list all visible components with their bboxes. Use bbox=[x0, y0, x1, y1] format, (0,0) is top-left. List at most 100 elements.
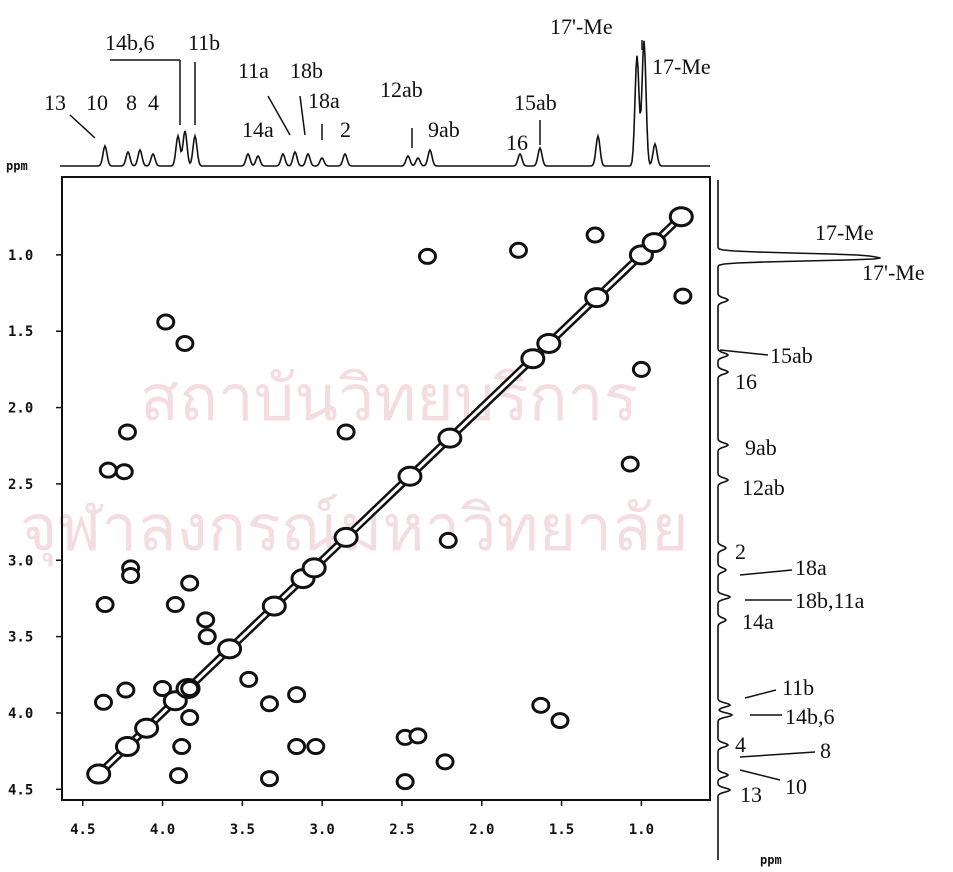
y-tick-label: 1.0 bbox=[8, 248, 33, 264]
diagonal-peak bbox=[397, 465, 423, 487]
diagonal-peak bbox=[86, 763, 112, 785]
diagonal-peak bbox=[641, 232, 667, 254]
cross-peak bbox=[395, 773, 415, 791]
cross-peak bbox=[336, 423, 356, 441]
peak-label: 15ab bbox=[770, 343, 813, 368]
peak-label: 13 bbox=[740, 782, 762, 807]
peak-label: 4 bbox=[735, 732, 746, 757]
y-tick-label: 1.5 bbox=[8, 324, 33, 340]
cross-peak bbox=[306, 738, 326, 756]
peak-label: 18b,11a bbox=[795, 588, 865, 613]
cross-peak bbox=[180, 574, 200, 592]
cross-peak bbox=[620, 455, 640, 473]
peak-label: 10 bbox=[86, 90, 108, 115]
x-tick-label: 2.5 bbox=[389, 822, 414, 838]
cross-peak bbox=[93, 693, 113, 711]
peak-label: 14a bbox=[242, 117, 274, 142]
peak-label: 14b,6 bbox=[785, 704, 835, 729]
diagonal-peak bbox=[261, 595, 287, 617]
peak-label: 2 bbox=[340, 117, 351, 142]
cross-peak bbox=[239, 670, 259, 688]
peak-label: 14a bbox=[742, 609, 774, 634]
peak-label: 15ab bbox=[514, 90, 557, 115]
plot-frame bbox=[61, 176, 711, 801]
cross-peak bbox=[531, 696, 551, 714]
cross-peak bbox=[196, 611, 216, 629]
peak-label: 11b bbox=[782, 675, 814, 700]
diagonal-peak bbox=[584, 287, 610, 309]
x-tick-label: 4.0 bbox=[150, 822, 175, 838]
peak-label: 9ab bbox=[428, 117, 460, 142]
cross-peak bbox=[408, 727, 428, 745]
peak-label: 16 bbox=[735, 369, 757, 394]
peak-label: 16 bbox=[506, 130, 528, 155]
peak-label: 11a bbox=[238, 58, 269, 83]
peak-label: 9ab bbox=[745, 435, 777, 460]
cross-peak bbox=[172, 738, 192, 756]
cross-peak bbox=[259, 770, 279, 788]
cross-peak bbox=[153, 680, 173, 698]
x-tick-label: 4.5 bbox=[70, 822, 95, 838]
label-leaders bbox=[69, 40, 816, 781]
peak-label: 13 bbox=[44, 90, 66, 115]
y-axis-label: ppm bbox=[6, 159, 28, 173]
cross-peak bbox=[180, 709, 200, 727]
peak-label: 8 bbox=[126, 90, 137, 115]
diagonal-peak bbox=[437, 427, 463, 449]
y-tick-label: 3.5 bbox=[8, 630, 33, 646]
peak-label: 4 bbox=[148, 90, 159, 115]
top-projection bbox=[60, 40, 710, 167]
cross-peak bbox=[169, 767, 189, 785]
diagonal-peak bbox=[114, 736, 140, 758]
diagonal-peak bbox=[301, 557, 327, 579]
cross-peak bbox=[631, 360, 651, 378]
diagonal-peak bbox=[333, 526, 359, 548]
cross-peak bbox=[180, 680, 200, 698]
peak-label: 17'-Me bbox=[862, 260, 925, 285]
x-tick-label: 3.5 bbox=[230, 822, 255, 838]
diagonal-peak bbox=[520, 348, 546, 370]
x-tick-label: 3.0 bbox=[310, 822, 335, 838]
cross-peak bbox=[550, 712, 570, 730]
cross-peak bbox=[508, 241, 528, 259]
cross-peak bbox=[116, 681, 136, 699]
diagonal-peak bbox=[134, 717, 160, 739]
watermark: สถาบันวิทยบริการ bbox=[140, 362, 638, 436]
y-tick-label: 4.0 bbox=[8, 706, 33, 722]
cross-peak bbox=[435, 753, 455, 771]
right-projection bbox=[717, 180, 881, 860]
peak-label: 18a bbox=[795, 555, 827, 580]
peak-label: 8 bbox=[820, 738, 831, 763]
cross-peak bbox=[197, 628, 217, 646]
peak-label: 17-Me bbox=[652, 54, 711, 79]
diagonal-peak bbox=[536, 332, 562, 354]
diagonal-peak bbox=[217, 638, 243, 660]
cross-peak bbox=[121, 567, 141, 585]
cross-peak bbox=[585, 226, 605, 244]
cross-peak bbox=[673, 287, 693, 305]
peak-label: 17'-Me bbox=[550, 14, 613, 39]
cross-peak bbox=[287, 686, 307, 704]
cross-peak bbox=[117, 423, 137, 441]
y-tick-label: 2.5 bbox=[8, 477, 33, 493]
cross-peak bbox=[114, 463, 134, 481]
x-tick-label: 1.5 bbox=[549, 822, 574, 838]
x-tick-label: 1.0 bbox=[629, 822, 654, 838]
diagonal-peak bbox=[668, 206, 694, 228]
x-tick-label: 2.0 bbox=[469, 822, 494, 838]
peak-label: 12ab bbox=[380, 77, 423, 102]
peak-label: 18a bbox=[308, 88, 340, 113]
peak-label: 17-Me bbox=[815, 220, 874, 245]
peak-label: 14b,6 bbox=[105, 30, 155, 55]
cross-peak bbox=[287, 738, 307, 756]
cross-peak bbox=[156, 313, 176, 331]
y-tick-label: 2.0 bbox=[8, 401, 33, 417]
cross-peak bbox=[175, 334, 195, 352]
peak-label: 12ab bbox=[742, 475, 785, 500]
cross-peak bbox=[165, 596, 185, 614]
x-axis-label: ppm bbox=[760, 853, 782, 867]
cross-peak bbox=[417, 247, 437, 265]
cross-peak bbox=[438, 531, 458, 549]
peak-label: 10 bbox=[785, 774, 807, 799]
